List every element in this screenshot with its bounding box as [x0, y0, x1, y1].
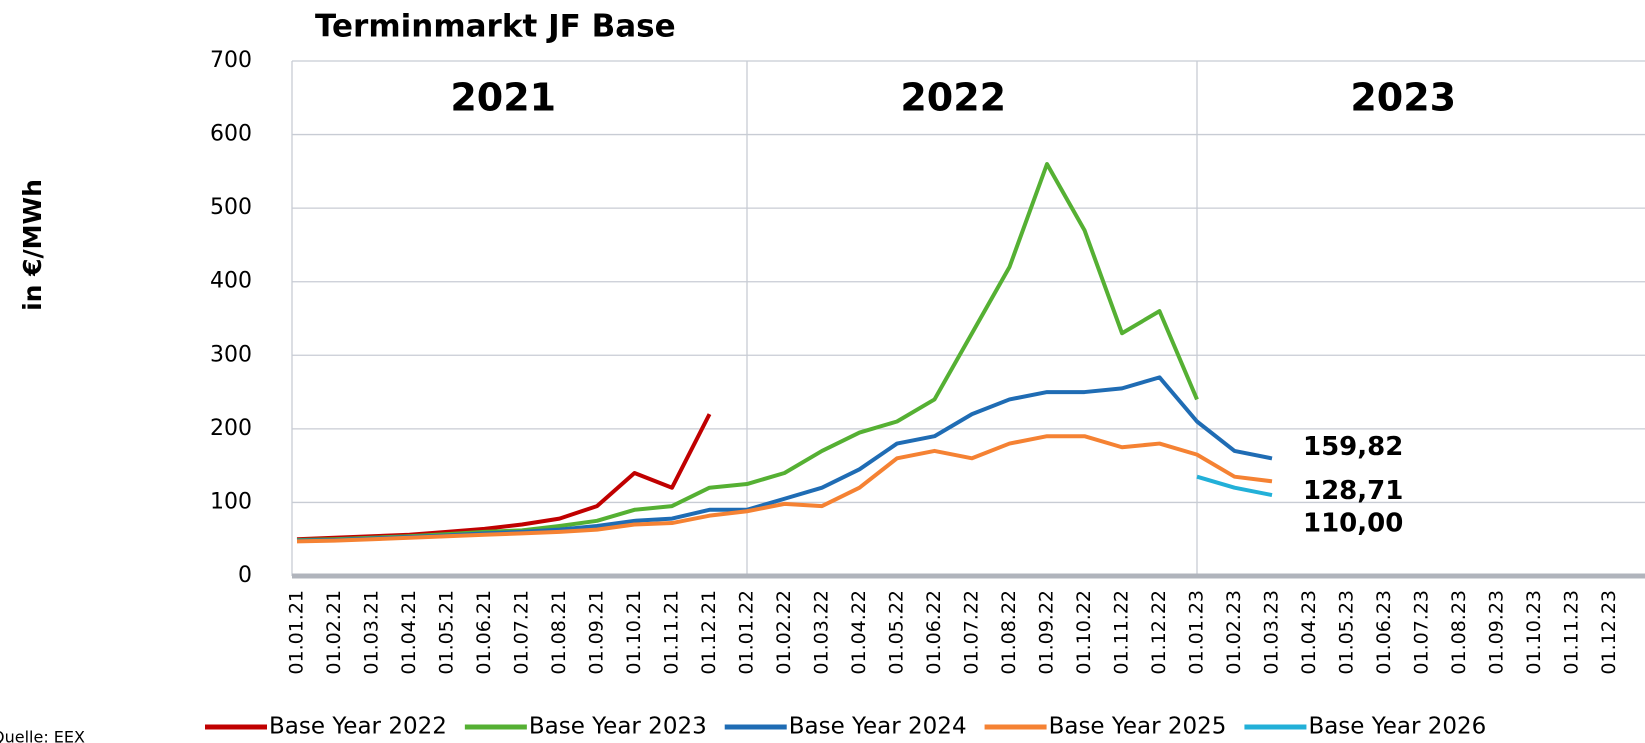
legend-label: Base Year 2025	[1049, 714, 1227, 740]
x-tick-label: 01.03.21	[361, 590, 383, 675]
y-tick-label: 400	[210, 269, 252, 294]
x-tick-label: 01.08.22	[998, 590, 1020, 675]
year-label: 2022	[900, 76, 1006, 120]
x-tick-label: 01.04.22	[848, 590, 870, 675]
y-tick-label: 600	[210, 122, 252, 147]
y-tick-label: 0	[238, 563, 252, 588]
x-tick-label: 01.06.23	[1373, 590, 1395, 675]
x-tick-label: 01.02.21	[323, 590, 345, 675]
x-tick-label: 01.12.22	[1148, 590, 1170, 675]
chart-title: Terminmarkt JF Base	[315, 9, 676, 45]
legend-label: Base Year 2023	[529, 714, 707, 740]
legend-label: Base Year 2022	[269, 714, 447, 740]
x-tick-label: 01.04.21	[398, 590, 420, 675]
legend-label: Base Year 2024	[789, 714, 967, 740]
y-tick-label: 300	[210, 342, 252, 367]
x-tick-label: 01.11.23	[1561, 590, 1583, 675]
x-tick-label: 01.02.23	[1223, 590, 1245, 675]
x-tick-label: 01.12.21	[698, 590, 720, 675]
x-tick-label: 01.01.21	[286, 590, 308, 675]
x-tick-label: 01.06.22	[923, 590, 945, 675]
y-tick-label: 500	[210, 195, 252, 220]
x-tick-label: 01.09.21	[586, 590, 608, 675]
x-tick-label: 01.09.23	[1486, 590, 1508, 675]
legend-label: Base Year 2026	[1308, 714, 1486, 740]
series-line	[1196, 474, 1273, 498]
x-tick-label: 01.07.23	[1411, 590, 1433, 675]
value-label: 159,82	[1303, 432, 1403, 462]
series-line	[296, 434, 1273, 544]
x-tick-label: 01.10.23	[1523, 590, 1545, 675]
x-tick-label: 01.10.21	[623, 590, 645, 675]
x-tick-label: 01.11.21	[661, 590, 683, 675]
x-tick-label: 01.06.21	[473, 590, 495, 675]
x-tick-label: 01.07.21	[511, 590, 533, 675]
x-tick-label: 01.01.23	[1186, 590, 1208, 675]
x-tick-label: 01.05.21	[436, 590, 458, 675]
x-tick-label: 01.08.23	[1448, 590, 1470, 675]
x-tick-label: 01.02.22	[773, 590, 795, 675]
x-tick-label: 01.03.23	[1261, 590, 1283, 675]
y-tick-label: 100	[210, 489, 252, 514]
x-tick-label: 01.08.21	[548, 590, 570, 675]
source: Quelle: EEX	[0, 728, 85, 743]
year-label: 2023	[1350, 76, 1456, 120]
x-tick-label: 01.05.22	[886, 590, 908, 675]
y-axis-label: in €/MWh	[18, 179, 47, 311]
x-tick-label: 01.11.22	[1111, 590, 1133, 675]
x-tick-label: 01.03.22	[811, 590, 833, 675]
x-tick-label: 01.04.23	[1298, 590, 1320, 675]
x-tick-label: 01.07.22	[961, 590, 983, 675]
value-label: 128,71	[1303, 476, 1403, 506]
x-tick-label: 01.10.22	[1073, 590, 1095, 675]
x-tick-label: 01.09.22	[1036, 590, 1058, 675]
x-tick-label: 01.12.23	[1598, 590, 1620, 675]
year-label: 2021	[450, 76, 556, 120]
y-tick-label: 700	[210, 48, 252, 73]
y-tick-label: 200	[210, 416, 252, 441]
series-line	[296, 375, 1273, 543]
x-tick-label: 01.01.22	[736, 590, 758, 675]
x-tick-label: 01.05.23	[1336, 590, 1358, 675]
value-label: 110,00	[1303, 509, 1403, 539]
